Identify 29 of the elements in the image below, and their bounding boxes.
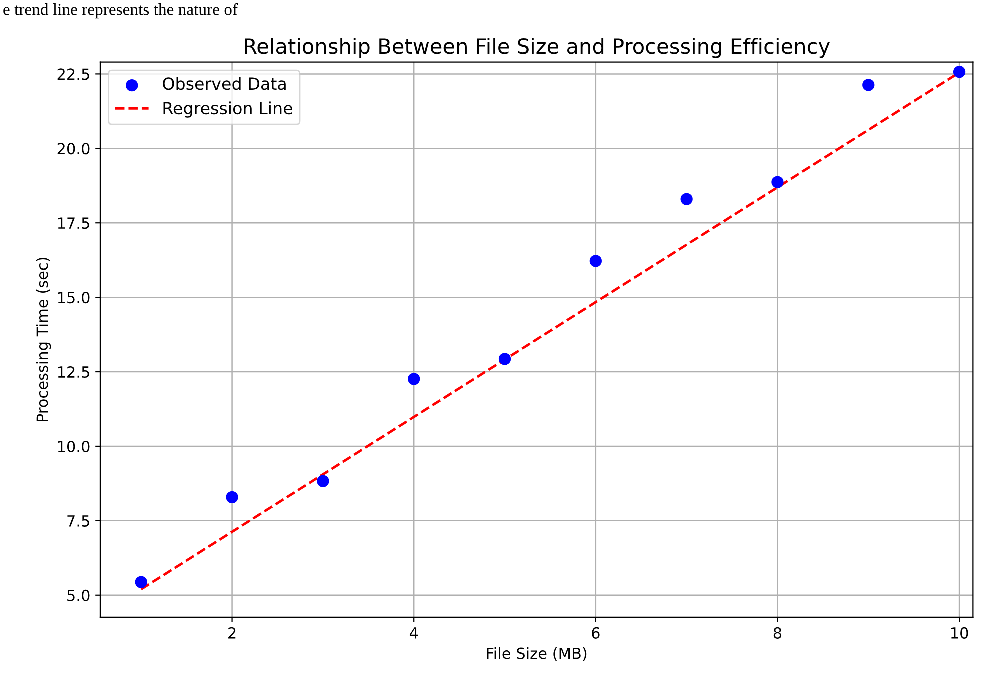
- y-tick-label: 22.5: [58, 68, 90, 80]
- point: [226, 491, 238, 504]
- point: [498, 353, 512, 366]
- x-tick-label: 10: [952, 627, 968, 639]
- y-tick-label: 15.0: [58, 292, 90, 304]
- y-tick-label: 7.5: [68, 516, 90, 527]
- y-tick-label: 12.5: [58, 366, 90, 378]
- point: [408, 373, 420, 386]
- x-tick-label: 8: [774, 627, 782, 639]
- point: [317, 475, 330, 488]
- point: [862, 79, 875, 92]
- x-tick-label: 2: [228, 627, 236, 639]
- text: e trend line represents the nature of: [4, 3, 238, 19]
- point: [680, 193, 693, 206]
- legend-label: Observed Data: [163, 77, 286, 90]
- x-tick-label: 4: [410, 628, 418, 639]
- legend-label: Regression Line: [164, 102, 292, 118]
- point: [772, 176, 784, 188]
- y-tick-label: 10.0: [58, 440, 90, 452]
- y-axis-title: Processing Time (sec): [36, 258, 52, 422]
- x-axis-title: File Size (MB): [487, 647, 587, 662]
- point: [590, 255, 602, 268]
- x-tick-label: 6: [592, 627, 600, 639]
- y-tick-label: 17.5: [58, 218, 90, 230]
- chart-title: Relationship Between File Size and Processing Efficiency: [245, 38, 830, 58]
- y-tick-label: 20.0: [58, 143, 90, 155]
- point: [135, 576, 148, 588]
- point: [953, 66, 966, 78]
- y-tick-label: 5.0: [68, 590, 90, 602]
